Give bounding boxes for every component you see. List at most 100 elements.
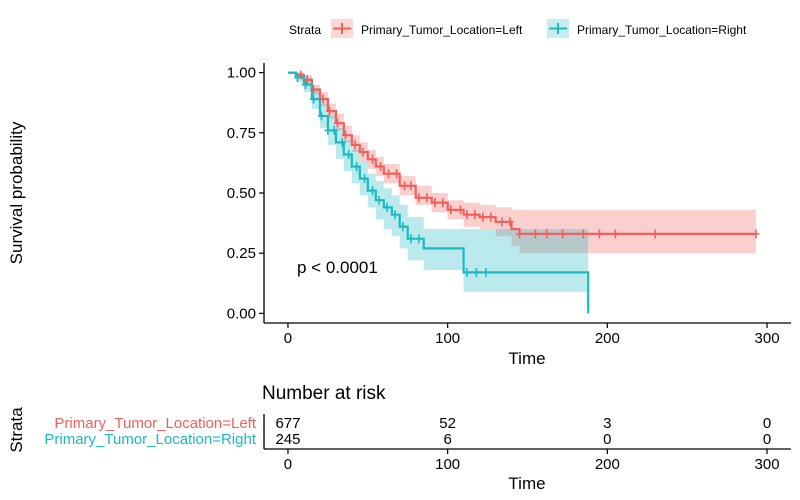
censor-mark-left [401,181,409,191]
censor-mark-right [294,72,302,82]
censor-mark-left [439,198,447,208]
risk-x-tick-label: 200 [595,456,620,473]
censor-mark-left [431,198,439,208]
risk-row-label-right: Primary_Tumor_Location=Right [44,431,256,448]
y-tick-label: 0.00 [227,305,256,322]
censor-mark-left [471,210,479,220]
y-axis-label: Survival probability [7,121,26,264]
risk-table-title: Number at risk [262,383,386,404]
legend-key-left [331,19,353,38]
censor-mark-right [353,162,361,172]
censor-mark-right [407,234,415,244]
risk-count-left: 0 [763,415,771,432]
censor-mark-left [506,217,514,227]
censor-mark-right [375,195,383,205]
censor-mark-right [330,125,338,135]
censor-mark-right [391,210,399,220]
censor-mark-left [559,229,567,239]
risk-table-strata-label: Strata [7,407,26,453]
censor-mark-left [303,75,311,85]
censor-mark-left [415,193,423,203]
censor-mark-left [456,205,464,215]
censor-mark-right [415,234,423,244]
censor-marks [294,70,760,277]
survival-curve-right [288,71,590,314]
censor-mark-right [317,111,325,121]
censor-mark-right [369,186,377,196]
risk-count-left: 52 [439,415,456,432]
risk-x-tick-label: 100 [435,456,460,473]
censor-mark-right [463,267,471,277]
censor-mark-left [595,229,603,239]
censor-mark-right [324,125,332,135]
confidence-band-left [288,72,756,254]
risk-x-axis-ticks: 0 100 200 300 [284,449,780,473]
censor-mark-left [341,130,349,140]
censor-mark-left [407,181,415,191]
x-tick-label: 300 [755,330,780,347]
censor-mark-right [310,94,318,104]
censor-mark-left [516,229,524,239]
censor-mark-left [752,229,760,239]
legend: Strata Primary_Tumor_Location=Left Prima… [289,19,747,38]
censor-mark-left [498,217,506,227]
x-axis-label: Time [508,349,545,368]
censor-mark-left [369,154,377,164]
legend-key-right [547,19,569,38]
risk-table: Number at risk Strata Primary_Tumor_Loca… [7,383,791,493]
censor-mark-left [611,229,619,239]
legend-title: Strata [289,23,321,37]
y-tick-label: 1.00 [227,65,256,82]
censor-mark-left [351,140,359,150]
y-axis-ticks: 0.00 0.25 0.50 0.75 1.00 [227,65,264,322]
risk-count-right: 0 [763,431,771,448]
censor-mark-left [447,205,455,215]
risk-count-right: 0 [603,431,611,448]
y-tick-label: 0.75 [227,125,256,142]
censor-mark-left [325,106,333,116]
censor-mark-left [310,84,318,94]
censor-mark-right [345,149,353,159]
x-tick-label: 200 [595,330,620,347]
x-axis-ticks: 0 100 200 300 [284,323,780,347]
legend-label-right: Primary_Tumor_Location=Right [577,23,747,37]
confidence-bands [288,72,756,314]
y-tick-label: 0.25 [227,245,256,262]
censor-mark-left [377,162,385,172]
risk-x-tick-label: 0 [284,456,292,473]
legend-label-left: Primary_Tumor_Location=Left [361,23,523,37]
risk-count-right: 245 [275,431,300,448]
confidence-band-right [288,72,589,314]
censor-mark-left [579,229,587,239]
risk-row-label-left: Primary_Tumor_Location=Left [54,415,256,432]
risk-x-axis-label: Time [508,474,545,493]
censor-mark-right [399,222,407,232]
censor-mark-left [333,118,341,128]
censor-mark-right [472,267,480,277]
censor-mark-left [487,212,495,222]
censor-mark-left [651,229,659,239]
censor-mark-left [385,169,393,179]
censor-mark-left [479,212,487,222]
censor-mark-right [361,174,369,184]
censor-mark-left [463,210,471,220]
censor-mark-left [393,169,401,179]
censor-mark-right [302,80,310,90]
risk-x-tick-label: 300 [755,456,780,473]
censor-mark-right [338,137,346,147]
censor-mark-left [359,147,367,157]
censor-mark-left [543,229,551,239]
y-tick-label: 0.50 [227,185,256,202]
x-tick-label: 0 [284,330,292,347]
p-value-annotation: p < 0.0001 [297,258,378,277]
censor-mark-right [383,202,391,212]
censor-mark-left [423,193,431,203]
censor-mark-left [319,94,327,104]
x-tick-label: 100 [435,330,460,347]
risk-count-left: 3 [603,415,611,432]
risk-count-left: 677 [275,415,300,432]
censor-mark-right [482,267,490,277]
risk-count-right: 6 [443,431,451,448]
